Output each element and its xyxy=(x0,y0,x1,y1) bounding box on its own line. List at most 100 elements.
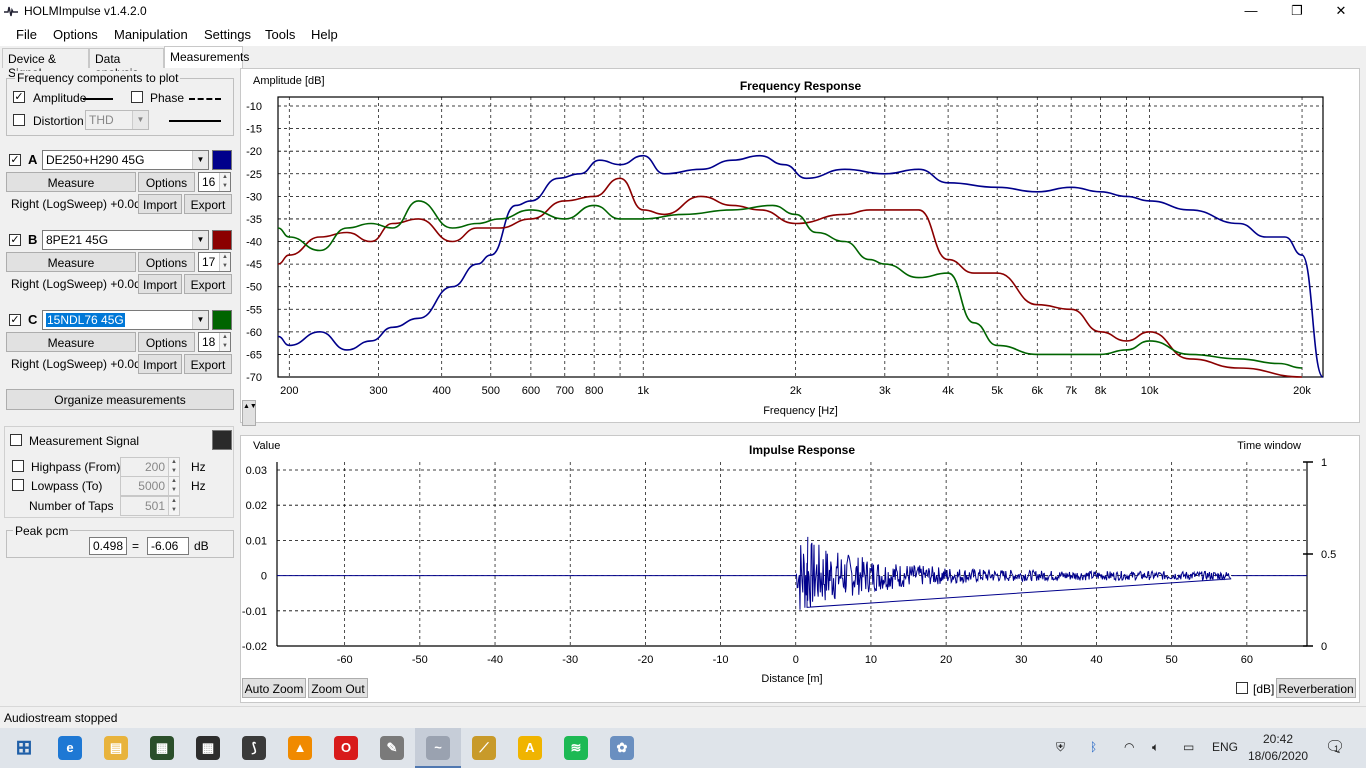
measurement-a-select[interactable]: DE250+H290 45G ▼ xyxy=(42,150,209,170)
organize-measurements-button[interactable]: Organize measurements xyxy=(6,389,234,410)
bluetooth-icon[interactable]: ᛒ xyxy=(1090,740,1098,754)
phase-checkbox[interactable] xyxy=(131,91,143,103)
tab-measurements[interactable]: Measurements xyxy=(164,46,249,68)
measurement-b-export-button[interactable]: Export xyxy=(184,274,232,294)
taskbar-app-holmimpulse[interactable]: ~ xyxy=(415,728,461,768)
measurement-c-color-swatch[interactable] xyxy=(212,310,232,330)
lowpass-checkbox[interactable] xyxy=(12,479,24,491)
measurement-a-stepper[interactable]: 16 ▲ ▼ xyxy=(198,172,231,192)
measurement-signal-label: Measurement Signal xyxy=(29,434,140,448)
menu-manipulation[interactable]: Manipulation xyxy=(114,27,188,42)
measurement-a-measure-button[interactable]: Measure xyxy=(6,172,136,192)
x-tick-label: 20k xyxy=(1293,385,1311,397)
close-button[interactable]: ✕ xyxy=(1335,3,1347,18)
y-tick-label: -0.01 xyxy=(242,606,267,618)
measurement-c-select[interactable]: 15NDL76 45G ▼ xyxy=(42,310,209,330)
language-indicator[interactable]: ENG xyxy=(1212,740,1239,754)
x-tick-label: 10k xyxy=(1141,385,1159,397)
restore-button[interactable]: ❐ xyxy=(1291,3,1303,18)
measurement-b-import-button[interactable]: Import xyxy=(138,274,182,294)
spin-arrows-icon: ▲ ▼ xyxy=(168,477,179,495)
taps-stepper[interactable]: 501 ▲ ▼ xyxy=(120,496,180,516)
measurement-a-options-button[interactable]: Options xyxy=(138,172,195,192)
calculator-icon: ▦ xyxy=(196,736,220,760)
volume-icon[interactable]: 🔈︎ xyxy=(1152,740,1160,754)
measurement-b-stepper[interactable]: 17 ▲ ▼ xyxy=(198,252,231,272)
y-tick-label: -45 xyxy=(246,259,262,271)
y-tick-label: 0.02 xyxy=(246,500,267,512)
measurement-b-measure-button[interactable]: Measure xyxy=(6,252,136,272)
measurement-c-name: 15NDL76 45G xyxy=(46,313,125,327)
swap-plots-button[interactable]: ▲▼ xyxy=(242,400,257,426)
measurement-c-stepper[interactable]: 18 ▲ ▼ xyxy=(198,332,231,352)
clock-time[interactable]: 20:42 xyxy=(1263,732,1294,746)
time-window-label: Time window xyxy=(1237,440,1301,452)
peak-db-field[interactable]: -6.06 xyxy=(147,537,189,555)
measurement-a-checkbox[interactable]: ✓ xyxy=(9,154,21,166)
db-checkbox[interactable] xyxy=(1236,682,1248,694)
measurement-c-options-button[interactable]: Options xyxy=(138,332,195,352)
taskbar-app-pen[interactable]: ⟆ xyxy=(231,728,277,768)
auto-zoom-button[interactable]: Auto Zoom xyxy=(242,678,306,698)
wifi-icon[interactable]: ◠ xyxy=(1124,740,1135,754)
taskbar-app-network[interactable]: ▦ xyxy=(139,728,185,768)
taskbar-app-explorer[interactable]: ▤ xyxy=(93,728,139,768)
menu-file[interactable]: File xyxy=(16,27,37,42)
measurement-b-select[interactable]: 8PE21 45G ▼ xyxy=(42,230,209,250)
holmimpulse-icon: ~ xyxy=(426,736,450,760)
amplitude-checkbox[interactable]: ✓ xyxy=(13,91,25,103)
taskbar-app-audacity[interactable]: A xyxy=(507,728,553,768)
y-axis-label: Value xyxy=(253,440,280,452)
measurement-c-checkbox[interactable]: ✓ xyxy=(9,314,21,326)
measurement-a-color-swatch[interactable] xyxy=(212,150,232,170)
x-tick-label: -10 xyxy=(713,654,729,666)
menu-options[interactable]: Options xyxy=(53,27,98,42)
measurement-b-checkbox[interactable]: ✓ xyxy=(9,234,21,246)
menu-help[interactable]: Help xyxy=(311,27,338,42)
taskbar-app-windows[interactable]: ⊞ xyxy=(1,728,47,768)
taskbar-app-vlc[interactable]: ▲ xyxy=(277,728,323,768)
taskbar-app-spotify[interactable]: ≋ xyxy=(553,728,599,768)
measurement-b-options-button[interactable]: Options xyxy=(138,252,195,272)
y-tick-label: -0.02 xyxy=(242,641,267,653)
taskbar-app-opera[interactable]: O xyxy=(323,728,369,768)
frequency-response-chart[interactable]: Amplitude [dB] Frequency Response Frequenc… xyxy=(240,68,1360,423)
notifications-icon[interactable]: 🗨︎ xyxy=(1325,739,1346,756)
security-icon[interactable]: ⛨ xyxy=(1056,740,1066,754)
tab-strip: Device & Signal Data analysis Measuremen… xyxy=(0,46,249,80)
peak-value-field[interactable]: 0.498 xyxy=(89,537,127,555)
taskbar-app-edge[interactable]: e xyxy=(47,728,93,768)
measurement-b-color-swatch[interactable] xyxy=(212,230,232,250)
x-tick-label: 4k xyxy=(942,385,954,397)
minimize-button[interactable]: — xyxy=(1244,3,1258,18)
measurement-a-export-button[interactable]: Export xyxy=(184,194,232,214)
tab-data-analysis[interactable]: Data analysis xyxy=(89,48,164,80)
taps-value: 501 xyxy=(144,499,165,513)
measurement-c-import-button[interactable]: Import xyxy=(138,354,182,374)
zoom-out-button[interactable]: Zoom Out xyxy=(308,678,368,698)
spin-arrows-icon: ▲ ▼ xyxy=(219,173,230,191)
highpass-checkbox[interactable] xyxy=(12,460,24,472)
impulse-waveform xyxy=(277,536,1307,610)
tab-device-signal[interactable]: Device & Signal xyxy=(2,48,89,80)
measurement-signal-checkbox[interactable] xyxy=(10,434,22,446)
distortion-checkbox[interactable] xyxy=(13,114,25,126)
highpass-stepper[interactable]: 200 ▲ ▼ xyxy=(120,457,180,477)
menu-tools[interactable]: Tools xyxy=(265,27,296,42)
battery-icon[interactable]: ▭ xyxy=(1183,740,1195,754)
distortion-type-select[interactable]: THD ▼ xyxy=(85,110,149,130)
menu-settings[interactable]: Settings xyxy=(204,27,251,42)
taskbar-app-ruler[interactable]: ⟋ xyxy=(461,728,507,768)
measurement-c-export-button[interactable]: Export xyxy=(184,354,232,374)
lowpass-stepper[interactable]: 5000 ▲ ▼ xyxy=(120,476,180,496)
impulse-response-chart[interactable]: Value Time window Impulse Response Distance… xyxy=(240,435,1360,703)
clock-date[interactable]: 18/06/2020 xyxy=(1248,749,1309,763)
taskbar-app-paint[interactable]: ✿ xyxy=(599,728,645,768)
reverberation-button[interactable]: Reverberation xyxy=(1276,678,1356,698)
signal-color-swatch[interactable] xyxy=(212,430,232,450)
measurement-c-measure-button[interactable]: Measure xyxy=(6,332,136,352)
measurement-a-import-button[interactable]: Import xyxy=(138,194,182,214)
taskbar-app-notes[interactable]: ✎ xyxy=(369,728,415,768)
measurement-b-name: 8PE21 45G xyxy=(46,233,109,247)
taskbar-app-calculator[interactable]: ▦ xyxy=(185,728,231,768)
